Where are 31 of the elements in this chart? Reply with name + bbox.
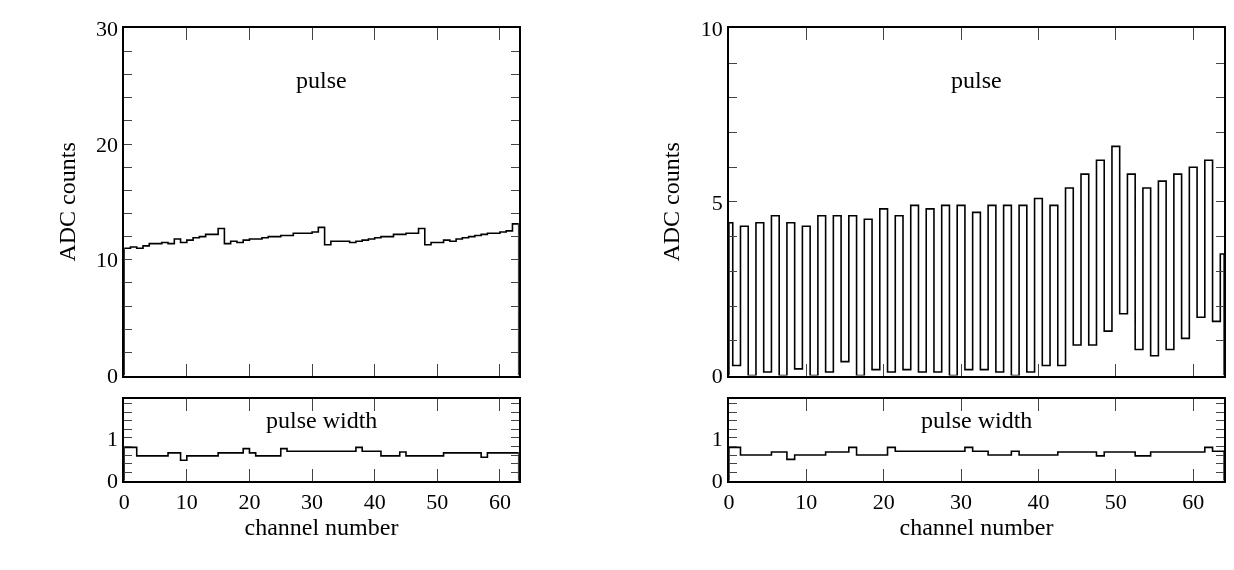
- x-tick-label: 20: [238, 488, 261, 514]
- y-tick-label: 1: [107, 425, 119, 451]
- y-tick-label: 0: [107, 363, 119, 389]
- annotation: pulse width: [266, 407, 378, 433]
- x-tick-label: 60: [488, 488, 511, 514]
- y-tick-label: 30: [96, 16, 119, 42]
- y-tick-label: 10: [96, 247, 119, 273]
- y-axis-title: ADC counts: [53, 142, 80, 262]
- y-tick-label: 0: [107, 468, 119, 494]
- y-tick-label: 5: [711, 189, 723, 215]
- annotation: pulse: [951, 67, 1002, 93]
- y-tick-label: 0: [711, 363, 723, 389]
- x-tick-label: 20: [872, 488, 895, 514]
- y-tick-label: 10: [700, 16, 723, 42]
- x-tick-label: 30: [301, 488, 324, 514]
- x-tick-label: 10: [795, 488, 818, 514]
- x-tick-label: 40: [363, 488, 386, 514]
- annotation: pulse: [296, 67, 347, 93]
- x-tick-label: 50: [426, 488, 449, 514]
- x-tick-label: 40: [1027, 488, 1050, 514]
- annotation: pulse width: [921, 407, 1033, 433]
- y-tick-label: 1: [711, 425, 723, 451]
- x-axis-title: channel number: [244, 513, 399, 540]
- y-tick-label: 0: [711, 468, 723, 494]
- y-tick-label: 20: [96, 131, 119, 157]
- x-tick-label: 10: [175, 488, 198, 514]
- x-tick-label: 50: [1104, 488, 1127, 514]
- x-tick-label: 30: [950, 488, 973, 514]
- x-tick-label: 60: [1182, 488, 1205, 514]
- x-axis-title: channel number: [899, 513, 1054, 540]
- y-axis-title: ADC counts: [658, 142, 685, 262]
